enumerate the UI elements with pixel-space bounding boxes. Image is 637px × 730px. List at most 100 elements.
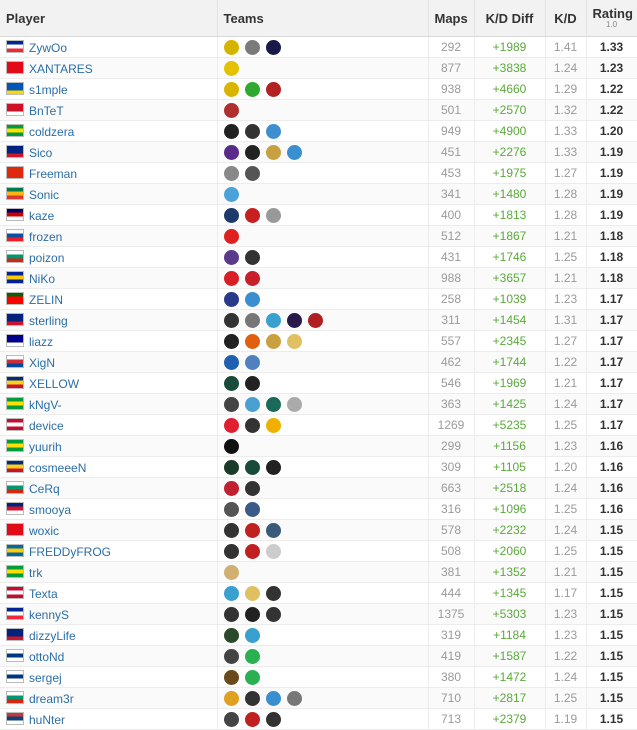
player-cell[interactable]: XigN	[0, 351, 218, 373]
team-logo-1[interactable]	[223, 228, 239, 244]
kd-column-header[interactable]: K/D	[545, 0, 587, 37]
player-cell[interactable]: frozen	[0, 225, 218, 247]
team-logo-1[interactable]	[223, 543, 239, 559]
player-name-link[interactable]: huNter	[29, 712, 66, 727]
player-name-link[interactable]: frozen	[29, 229, 63, 244]
space-soldiers-logo[interactable]	[223, 60, 239, 76]
player-cell[interactable]: device	[0, 414, 218, 436]
player-name-link[interactable]: yuurih	[29, 439, 62, 454]
team-logo-2[interactable]	[244, 165, 260, 181]
player-cell[interactable]: ottoNd	[0, 645, 218, 667]
player-cell[interactable]: s1mple	[0, 78, 218, 100]
mousesports-logo[interactable]	[244, 270, 260, 286]
player-cell[interactable]: woxic	[0, 519, 218, 541]
player-cell[interactable]: kNgV-	[0, 393, 218, 415]
player-name-link[interactable]: ottoNd	[29, 649, 65, 664]
furia-logo[interactable]	[223, 438, 239, 454]
player-name-link[interactable]: kaze	[29, 208, 55, 223]
player-name-link[interactable]: XigN	[29, 355, 56, 370]
team-logo-2[interactable]	[244, 585, 260, 601]
vitality-logo[interactable]	[223, 39, 239, 55]
team-logo-4[interactable]	[286, 333, 302, 349]
team-logo-1[interactable]	[223, 501, 239, 517]
team-logo-3[interactable]	[265, 522, 281, 538]
player-name-link[interactable]: dream3r	[29, 691, 74, 706]
player-column-header[interactable]: Player	[0, 0, 218, 37]
faze-logo[interactable]	[223, 270, 239, 286]
player-name-link[interactable]: cosmeeeN	[29, 460, 87, 475]
player-name-link[interactable]: ZELIN	[29, 292, 64, 307]
player-cell[interactable]: XELLOW	[0, 372, 218, 394]
navi-logo[interactable]	[223, 81, 239, 97]
tsm-logo[interactable]	[244, 417, 260, 433]
team-logo-1[interactable]	[223, 627, 239, 643]
player-cell[interactable]: trk	[0, 561, 218, 583]
team-logo-2[interactable]	[244, 522, 260, 538]
player-name-link[interactable]: Sonic	[29, 187, 60, 202]
player-cell[interactable]: dream3r	[0, 687, 218, 709]
team-logo-3[interactable]	[265, 585, 281, 601]
player-cell[interactable]: BnTeT	[0, 99, 218, 121]
player-cell[interactable]: NiKo	[0, 267, 218, 289]
team-logo-1[interactable]	[223, 522, 239, 538]
player-cell[interactable]: dizzyLife	[0, 624, 218, 646]
player-name-link[interactable]: trk	[29, 565, 43, 580]
team-logo-1[interactable]	[223, 333, 239, 349]
player-cell[interactable]: kennyS	[0, 603, 218, 625]
player-name-link[interactable]: s1mple	[29, 82, 68, 97]
player-name-link[interactable]: woxic	[29, 523, 60, 538]
luminosity-logo[interactable]	[265, 123, 281, 139]
team-logo-2[interactable]	[244, 291, 260, 307]
team-logo-2[interactable]	[244, 207, 260, 223]
player-cell[interactable]: kaze	[0, 204, 218, 226]
team-logo-1[interactable]	[223, 291, 239, 307]
team-logo-2[interactable]	[244, 354, 260, 370]
player-cell[interactable]: smooya	[0, 498, 218, 520]
player-cell[interactable]: sterling	[0, 309, 218, 331]
team-logo-1[interactable]	[223, 207, 239, 223]
team-logo-2[interactable]	[244, 396, 260, 412]
team-logo-1[interactable]	[223, 144, 239, 160]
team-logo-3[interactable]	[265, 459, 281, 475]
player-cell[interactable]: coldzera	[0, 120, 218, 142]
team-logo-2[interactable]	[244, 711, 260, 727]
team-logo-1[interactable]	[223, 459, 239, 475]
player-cell[interactable]: FREDDyFROG	[0, 540, 218, 562]
team-logo-3[interactable]	[265, 207, 281, 223]
team-logo-4[interactable]	[286, 144, 302, 160]
sk-logo[interactable]	[244, 123, 260, 139]
team-logo-2[interactable]	[244, 627, 260, 643]
team-logo-1[interactable]	[223, 585, 239, 601]
team-logo-1[interactable]	[223, 711, 239, 727]
player-cell[interactable]: ZywOo	[0, 36, 218, 58]
team-logo-1[interactable]	[223, 669, 239, 685]
team-logo-1[interactable]	[223, 480, 239, 496]
team-logo-4[interactable]	[286, 396, 302, 412]
team-logo-3[interactable]	[265, 333, 281, 349]
ad-logo[interactable]	[265, 39, 281, 55]
player-name-link[interactable]: sterling	[29, 313, 68, 328]
player-cell[interactable]: XANTARES	[0, 57, 218, 79]
g2-logo[interactable]	[223, 606, 239, 622]
alternate-logo[interactable]	[244, 39, 260, 55]
player-name-link[interactable]: BnTeT	[29, 103, 64, 118]
player-cell[interactable]: poizon	[0, 246, 218, 268]
player-name-link[interactable]: XANTARES	[29, 61, 93, 76]
player-name-link[interactable]: device	[29, 418, 64, 433]
unknown-team-icon[interactable]	[265, 543, 281, 559]
team-logo-1[interactable]	[223, 648, 239, 664]
team-logo-2[interactable]	[244, 501, 260, 517]
player-name-link[interactable]: CeRq	[29, 481, 60, 496]
team-logo-3[interactable]	[265, 690, 281, 706]
player-name-link[interactable]: Texta	[29, 586, 58, 601]
astralis-logo[interactable]	[223, 417, 239, 433]
flipsid3-logo[interactable]	[244, 81, 260, 97]
bravado-logo[interactable]	[223, 186, 239, 202]
player-name-link[interactable]: Sico	[29, 145, 53, 160]
player-cell[interactable]: Sico	[0, 141, 218, 163]
team-logo-2[interactable]	[244, 375, 260, 391]
player-name-link[interactable]: smooya	[29, 502, 72, 517]
player-name-link[interactable]: kennyS	[29, 607, 70, 622]
team-logo-4[interactable]	[286, 690, 302, 706]
team-logo-2[interactable]	[244, 144, 260, 160]
